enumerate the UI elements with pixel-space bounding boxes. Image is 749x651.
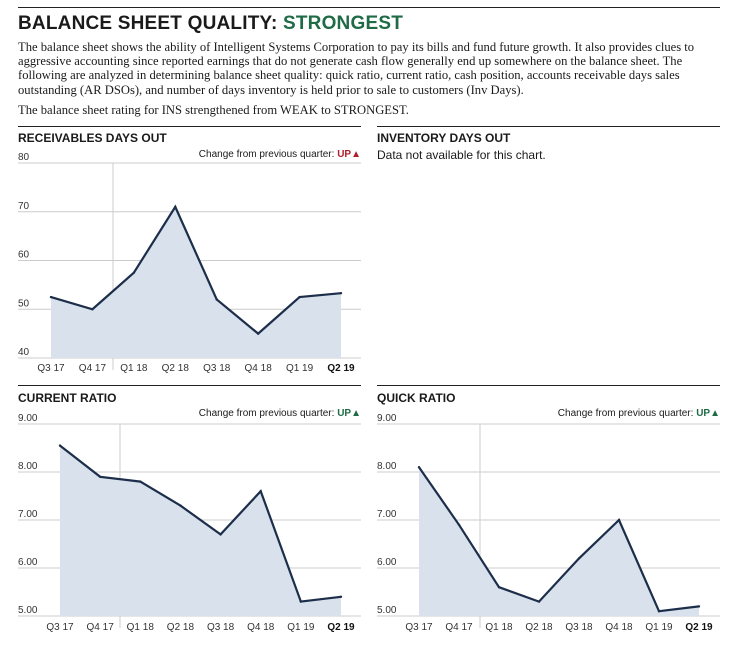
receivables-ytick-label: 50 <box>18 298 30 309</box>
up-arrow-icon: ▲ <box>710 408 720 419</box>
current-rule <box>18 385 361 386</box>
current-change: Change from previous quarter: UP▲ <box>199 408 361 419</box>
receivables-change-value: UP <box>337 149 352 160</box>
quick-area <box>419 467 699 616</box>
receivables-change: Change from previous quarter: UP▲ <box>199 149 361 160</box>
current-ytick-label: 6.00 <box>18 557 38 568</box>
quick-xtick-label: Q4 17 <box>445 622 473 633</box>
quick-rule <box>377 385 720 386</box>
receivables-xtick-label: Q1 19 <box>286 363 314 374</box>
receivables-data-point <box>132 271 136 274</box>
current-data-point <box>58 444 62 447</box>
receivables-title: RECEIVABLES DAYS OUT <box>18 131 167 145</box>
receivables-xtick-label: Q1 18 <box>120 363 148 374</box>
receivables-data-point <box>49 295 53 299</box>
page-title: BALANCE SHEET QUALITY: STRONGEST <box>18 13 403 35</box>
receivables-data-point <box>298 295 301 299</box>
quick-data-point <box>417 466 421 469</box>
quick-data-point <box>537 600 541 603</box>
quick-change: Change from previous quarter: UP▲ <box>558 408 720 419</box>
current-title: CURRENT RATIO <box>18 391 117 405</box>
receivables-xtick-label: Q4 17 <box>79 363 107 374</box>
quick-data-point <box>657 610 661 613</box>
receivables-xtick-label: Q4 18 <box>245 363 273 374</box>
current-ytick-label: 7.00 <box>18 509 38 520</box>
receivables-area <box>51 206 341 358</box>
quick-title: QUICK RATIO <box>377 391 456 405</box>
receivables-ytick-label: 60 <box>18 250 30 261</box>
quick-ytick-label: 7.00 <box>377 509 397 520</box>
title-rating: STRONGEST <box>282 13 403 34</box>
current-data-point <box>98 475 102 478</box>
quick-series-line <box>418 466 700 613</box>
receivables-data-point <box>256 332 260 335</box>
current-xtick-label: Q3 18 <box>207 622 235 633</box>
inventory-title: INVENTORY DAYS OUT <box>377 131 511 145</box>
quick-data-point <box>457 523 461 526</box>
up-arrow-icon: ▲ <box>351 149 361 160</box>
receivables-change-label: Change from previous quarter: <box>198 149 338 160</box>
current-data-point <box>339 595 343 598</box>
quick-data-point <box>617 518 621 522</box>
receivables-data-point <box>339 291 343 295</box>
current-data-point <box>299 600 303 603</box>
receivables-data-point <box>91 308 94 311</box>
current-data-point <box>219 533 222 536</box>
receivables-data-point <box>215 298 218 301</box>
receivables-xtick-label: Q2 18 <box>162 363 190 374</box>
current-ytick-label: 5.00 <box>18 605 38 616</box>
current-data-point <box>259 490 262 493</box>
quick-ytick-label: 9.00 <box>377 413 397 424</box>
quick-change-label: Change from previous quarter: <box>557 408 697 419</box>
title-prefix: BALANCE SHEET QUALITY: <box>18 13 283 34</box>
quick-data-point <box>577 557 581 560</box>
quick-ytick-label: 6.00 <box>377 557 397 568</box>
receivables-xtick-label: Q3 17 <box>37 363 65 374</box>
rating-note: The balance sheet rating for INS strengt… <box>18 103 409 117</box>
receivables-ytick-label: 70 <box>18 201 30 212</box>
quick-ytick-label: 5.00 <box>377 605 397 616</box>
current-data-point <box>139 480 142 483</box>
quick-xtick-label: Q1 18 <box>485 622 513 633</box>
current-xtick-label: Q4 17 <box>87 622 115 633</box>
receivables-ytick-label: 40 <box>18 347 30 358</box>
top-rule <box>18 7 720 8</box>
current-ytick-label: 9.00 <box>18 413 38 424</box>
current-ytick-label: 8.00 <box>18 461 38 472</box>
receivables-data-point <box>174 205 177 209</box>
quick-xtick-label: Q2 18 <box>525 622 553 633</box>
quick-xtick-label: Q3 18 <box>565 622 593 633</box>
description-text: The balance sheet shows the ability of I… <box>18 40 695 97</box>
quick-change-value: UP <box>696 408 711 419</box>
quick-xtick-label: Q3 17 <box>405 622 433 633</box>
current-series-line <box>59 444 342 603</box>
quick-xtick-label: Q2 19 <box>685 622 713 633</box>
receivables-xtick-label: Q2 19 <box>327 363 355 374</box>
current-area <box>60 445 341 616</box>
current-xtick-label: Q4 18 <box>247 622 275 633</box>
current-data-point <box>179 504 182 507</box>
current-change-value: UP <box>337 408 352 419</box>
current-change-label: Change from previous quarter: <box>198 408 338 419</box>
current-xtick-label: Q1 19 <box>287 622 315 633</box>
receivables-ytick-label: 80 <box>18 152 30 163</box>
receivables-series-line <box>50 204 342 336</box>
inventory-rule <box>377 126 720 127</box>
current-xtick-label: Q2 19 <box>327 622 355 633</box>
receivables-xtick-label: Q3 18 <box>203 363 231 374</box>
inventory-no-data: Data not available for this chart. <box>377 148 546 162</box>
up-arrow-icon: ▲ <box>351 408 361 419</box>
quick-data-point <box>697 605 701 608</box>
quick-xtick-label: Q1 19 <box>645 622 673 633</box>
current-xtick-label: Q2 18 <box>167 622 195 633</box>
current-xtick-label: Q1 18 <box>127 622 155 633</box>
current-xtick-label: Q3 17 <box>46 622 74 633</box>
receivables-rule <box>18 126 361 127</box>
quick-xtick-label: Q4 18 <box>605 622 633 633</box>
quick-ytick-label: 8.00 <box>377 461 397 472</box>
quick-data-point <box>497 586 501 589</box>
